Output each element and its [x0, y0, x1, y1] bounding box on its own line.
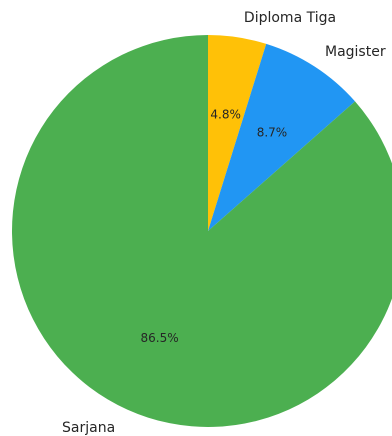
pie-category-label-diploma-tiga: Diploma Tiga	[244, 10, 336, 26]
pie-pct-label-sarjana: 86.5%	[141, 331, 179, 345]
pie-slice-sarjana	[12, 35, 392, 427]
pie-pct-label-magister: 8.7%	[257, 125, 288, 139]
pie-category-label-magister: Magister	[325, 44, 386, 60]
pie-category-label-sarjana: Sarjana	[62, 420, 115, 436]
pie-slice-magister	[208, 43, 356, 231]
pie-slice-diploma-tiga	[208, 35, 267, 231]
pie-slices	[12, 35, 392, 427]
pie-pct-label-diploma-tiga: 4.8%	[210, 108, 241, 122]
pie-labels: 4.8% Diploma Tiga 8.7% Magister 86.5% Sarjana	[62, 10, 386, 436]
